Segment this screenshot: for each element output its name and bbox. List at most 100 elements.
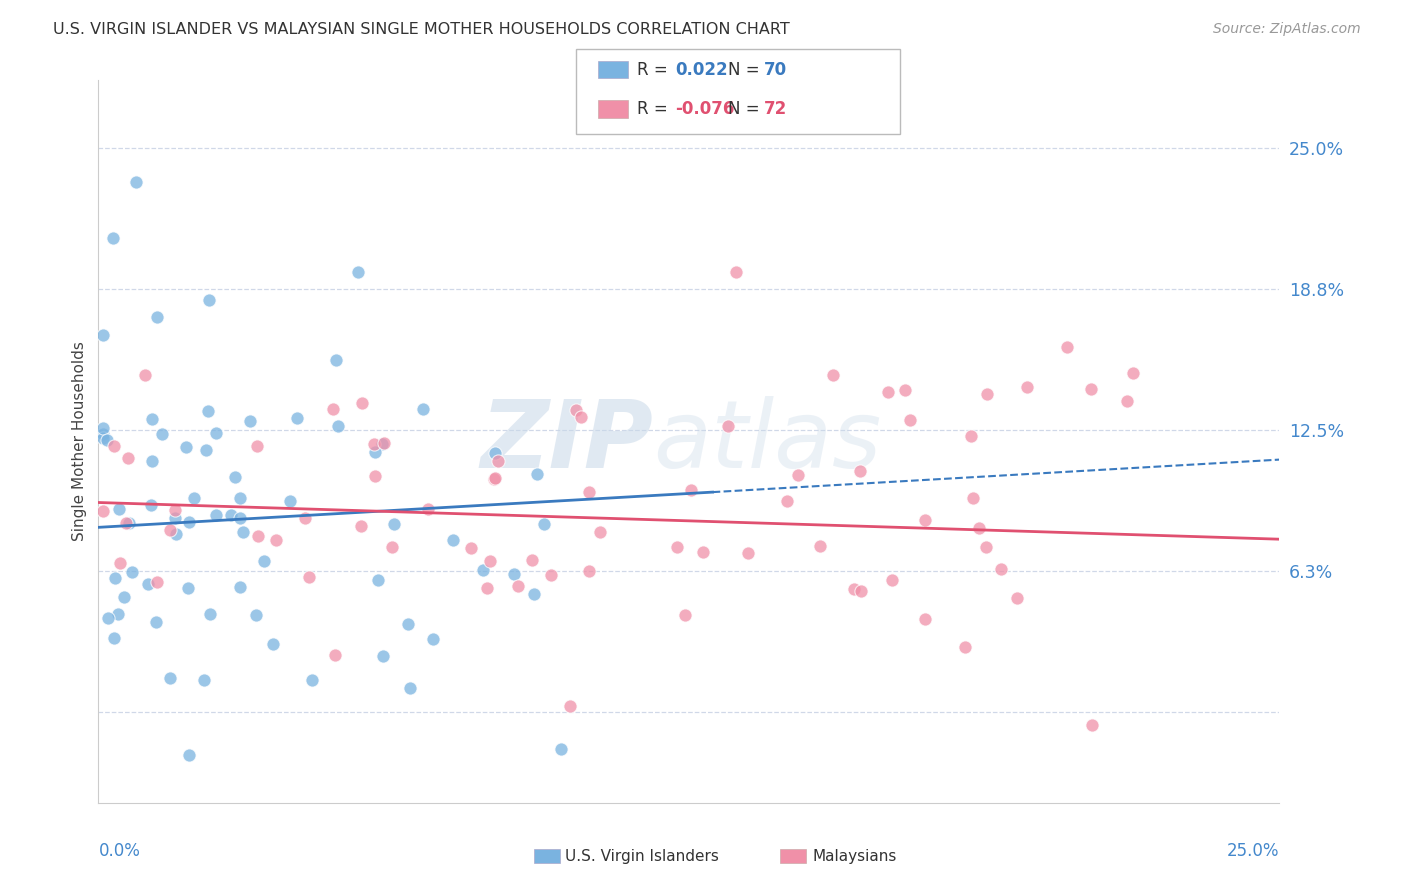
Point: [239, 414, 262, 428]
Point: [880, 574, 903, 588]
Point: [104, 571, 127, 585]
Text: U.S. Virgin Islanders: U.S. Virgin Islanders: [565, 849, 718, 863]
Point: [484, 445, 506, 459]
Point: [364, 445, 387, 459]
Point: [692, 545, 714, 559]
Point: [322, 401, 344, 416]
Point: [808, 539, 831, 553]
Point: [976, 387, 998, 401]
Text: atlas: atlas: [654, 396, 882, 487]
Point: [110, 556, 132, 570]
Point: [974, 540, 997, 554]
Point: [787, 468, 810, 483]
Point: [174, 440, 197, 454]
Point: [962, 491, 984, 505]
Point: [578, 485, 600, 500]
Point: [165, 502, 187, 516]
Point: [146, 310, 169, 324]
Point: [323, 648, 346, 662]
Point: [91, 431, 114, 445]
Point: [416, 502, 439, 516]
Point: [526, 467, 548, 482]
Point: [228, 580, 250, 594]
Point: [484, 472, 506, 486]
Point: [103, 631, 125, 645]
Point: [101, 231, 124, 245]
Point: [91, 328, 114, 343]
Point: [396, 617, 419, 632]
Text: N =: N =: [728, 61, 765, 78]
Text: ZIP: ZIP: [481, 395, 654, 488]
Point: [117, 450, 139, 465]
Point: [159, 671, 181, 685]
Point: [134, 368, 156, 382]
Point: [91, 504, 114, 518]
Text: 72: 72: [763, 100, 787, 118]
Point: [486, 454, 509, 468]
Point: [412, 402, 434, 417]
Point: [821, 368, 844, 383]
Point: [112, 590, 135, 604]
Point: [725, 265, 748, 279]
Point: [246, 529, 269, 543]
Point: [91, 426, 114, 441]
Point: [97, 610, 120, 624]
Point: [177, 515, 200, 529]
Point: [266, 533, 288, 548]
Point: [363, 437, 385, 451]
Point: [484, 470, 506, 484]
Text: Malaysians: Malaysians: [813, 849, 897, 863]
Text: 0.0%: 0.0%: [98, 842, 141, 860]
Point: [460, 541, 482, 555]
Point: [205, 425, 228, 440]
Point: [108, 501, 131, 516]
Point: [103, 439, 125, 453]
Point: [197, 404, 219, 418]
Point: [150, 427, 173, 442]
Point: [194, 443, 217, 458]
Point: [478, 554, 501, 568]
Point: [198, 293, 221, 307]
Text: 0.022: 0.022: [675, 61, 727, 78]
Y-axis label: Single Mother Households: Single Mother Households: [72, 342, 87, 541]
Point: [183, 491, 205, 505]
Point: [371, 648, 394, 663]
Point: [914, 612, 936, 626]
Point: [125, 175, 148, 189]
Point: [364, 469, 387, 483]
Text: R =: R =: [637, 100, 673, 118]
Point: [301, 673, 323, 687]
Point: [851, 583, 873, 598]
Point: [1122, 366, 1144, 380]
Point: [350, 519, 373, 533]
Point: [533, 517, 555, 532]
Point: [232, 525, 254, 540]
Point: [367, 574, 389, 588]
Point: [136, 576, 159, 591]
Point: [877, 384, 900, 399]
Point: [371, 436, 394, 450]
Point: [373, 436, 395, 450]
Point: [139, 498, 162, 512]
Point: [849, 465, 872, 479]
Point: [673, 608, 696, 623]
Point: [1080, 382, 1102, 396]
Point: [398, 681, 420, 695]
Point: [229, 491, 252, 505]
Point: [107, 607, 129, 621]
Point: [121, 565, 143, 579]
Point: [914, 513, 936, 527]
Point: [550, 742, 572, 756]
Point: [159, 523, 181, 537]
Point: [472, 563, 495, 577]
Point: [165, 527, 187, 541]
Point: [558, 698, 581, 713]
Point: [193, 673, 215, 687]
Point: [1056, 340, 1078, 354]
Point: [1081, 718, 1104, 732]
Point: [441, 533, 464, 548]
Point: [569, 410, 592, 425]
Point: [262, 637, 284, 651]
Point: [506, 578, 529, 592]
Point: [842, 582, 865, 596]
